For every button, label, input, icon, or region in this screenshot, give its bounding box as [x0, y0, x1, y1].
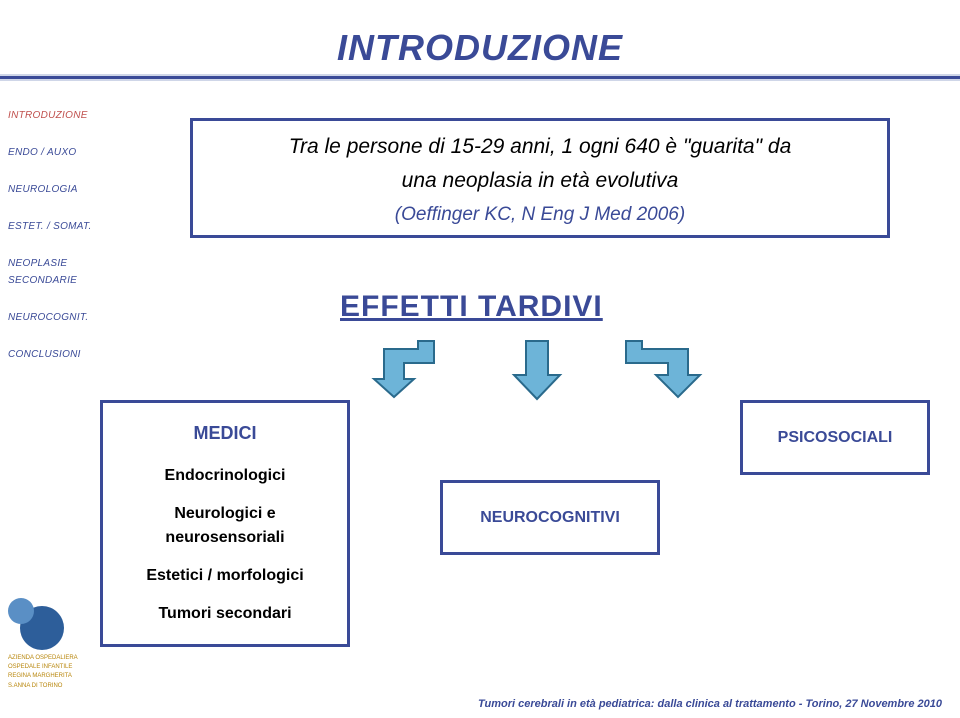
slide-footer: Tumori cerebrali in età pediatrica: dall…	[478, 698, 942, 710]
sidebar-item-neoplasie: NEOPLASIE	[8, 258, 123, 269]
medici-item-estetici: Estetici / morfologici	[113, 564, 337, 588]
main-quote-box: Tra le persone di 15-29 anni, 1 ogni 640…	[190, 118, 890, 238]
sidebar-item-endo: ENDO / AUXO	[8, 147, 123, 158]
sidebar-item-neurocognit: NEUROCOGNIT.	[8, 312, 123, 323]
neurocognitivi-label: NEUROCOGNITIVI	[480, 509, 620, 527]
logo-text-2: OSPEDALE INFANTILE	[8, 664, 118, 671]
medici-heading: MEDICI	[113, 421, 337, 446]
main-quote-reference: (Oeffinger KC, N Eng J Med 2006)	[395, 204, 685, 226]
slide-title: INTRODUZIONE	[337, 27, 623, 69]
title-underline	[0, 74, 960, 81]
sidebar-item-secondarie: SECONDARIE	[8, 275, 123, 286]
sidebar-item-conclusioni: CONCLUSIONI	[8, 349, 123, 360]
arrow-left-icon	[370, 335, 440, 405]
logo-text-4: S.ANNA DI TORINO	[8, 683, 118, 690]
medici-item-neurologici: Neurologici e neurosensoriali	[113, 502, 337, 550]
sidebar-item-introduzione: INTRODUZIONE	[8, 110, 123, 121]
logo-circles-icon	[8, 598, 78, 653]
hospital-logo: AZIENDA OSPEDALIERA OSPEDALE INFANTILE R…	[8, 598, 118, 683]
sidebar-item-estet: ESTET. / SOMAT.	[8, 221, 123, 232]
sidebar-nav: INTRODUZIONE ENDO / AUXO NEUROLOGIA ESTE…	[8, 110, 123, 386]
main-quote-line2: una neoplasia in età evolutiva	[402, 164, 679, 198]
medici-item-endocrinologici: Endocrinologici	[113, 464, 337, 488]
neurocognitivi-box: NEUROCOGNITIVI	[440, 480, 660, 555]
medici-item-tumori: Tumori secondari	[113, 602, 337, 626]
logo-text-3: REGINA MARGHERITA	[8, 673, 118, 680]
medici-box: MEDICI Endocrinologici Neurologici e neu…	[100, 400, 350, 647]
main-quote-line1: Tra le persone di 15-29 anni, 1 ogni 640…	[289, 130, 792, 164]
arrow-right-icon	[620, 335, 720, 405]
effetti-tardivi-heading: EFFETTI TARDIVI	[340, 290, 603, 324]
arrow-down-icon	[510, 335, 564, 405]
psicosociali-box: PSICOSOCIALI	[740, 400, 930, 475]
slide-title-bar: INTRODUZIONE	[0, 0, 960, 95]
psicosociali-label: PSICOSOCIALI	[778, 429, 893, 447]
sidebar-item-neurologia: NEUROLOGIA	[8, 184, 123, 195]
logo-text-1: AZIENDA OSPEDALIERA	[8, 655, 118, 662]
